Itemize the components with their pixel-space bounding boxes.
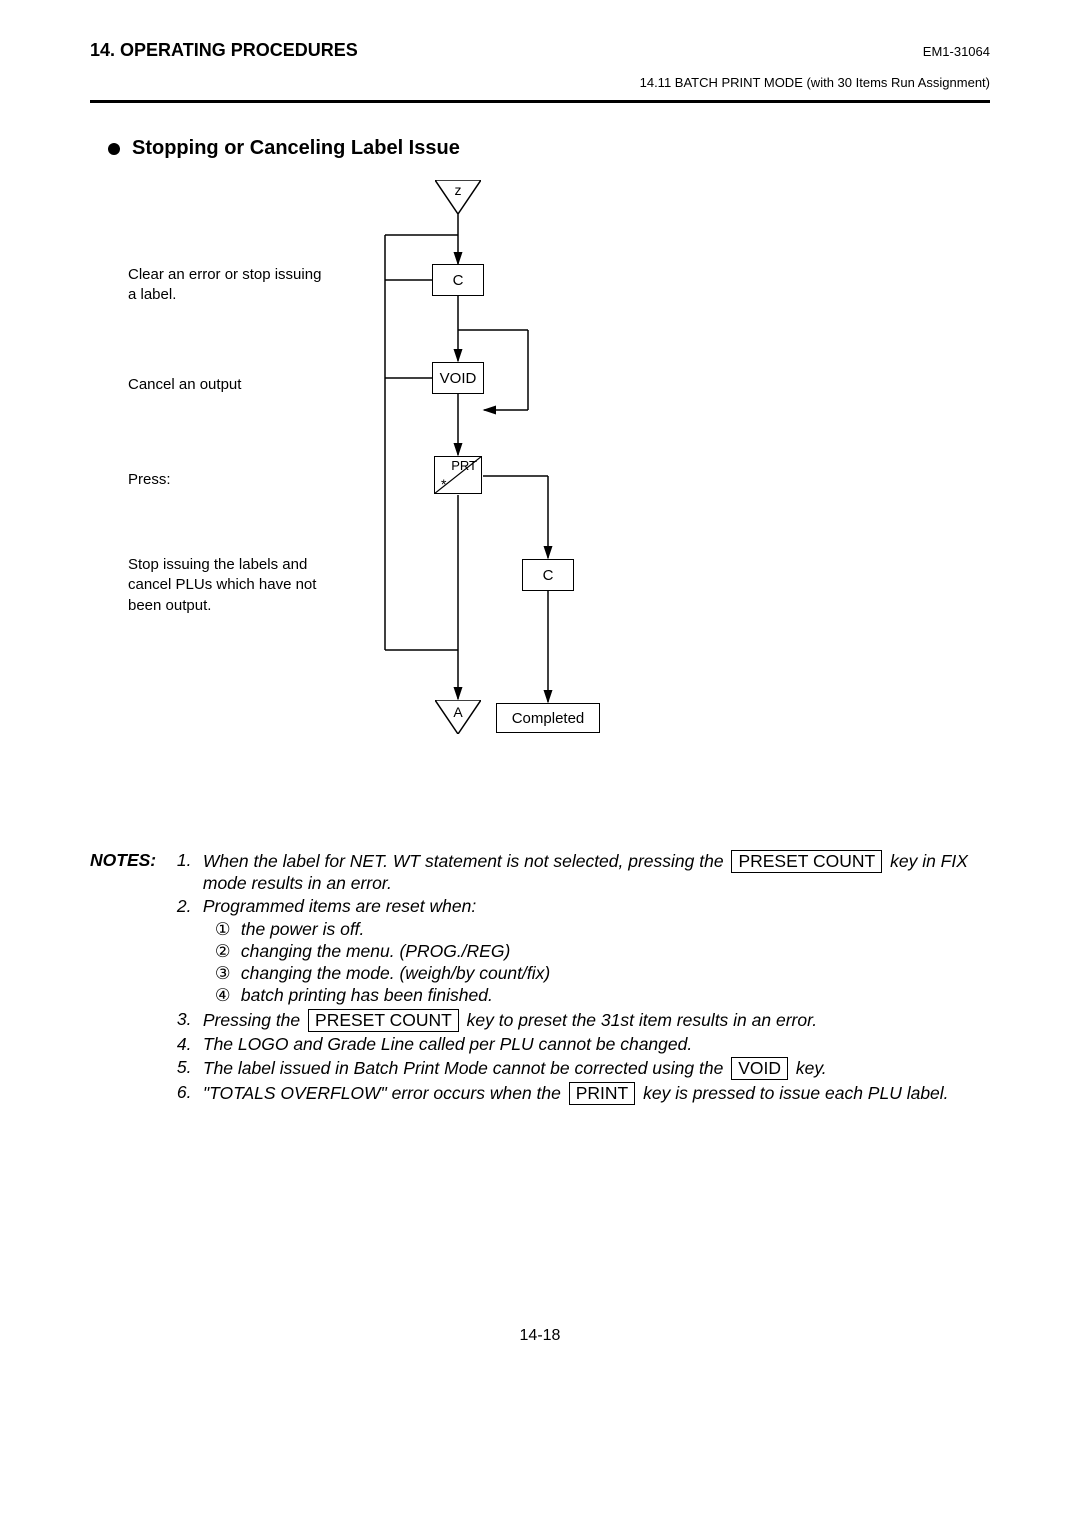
- flow-connector-a: A: [435, 700, 481, 734]
- page-header: 14. OPERATING PROCEDURES EM1-31064: [90, 40, 990, 61]
- bullet-icon: [108, 143, 120, 155]
- header-subtitle: 14.11 BATCH PRINT MODE (with 30 Items Ru…: [90, 75, 990, 90]
- note-subitem: ④batch printing has been finished.: [215, 985, 977, 1006]
- note-item: 6. "TOTALS OVERFLOW" error occurs when t…: [177, 1082, 977, 1105]
- note-sublist: ①the power is off. ②changing the menu. (…: [203, 919, 977, 1006]
- note-body: When the label for NET. WT statement is …: [203, 850, 977, 894]
- flow-node-void: VOID: [432, 362, 484, 394]
- notes-label: NOTES:: [90, 850, 172, 871]
- key-print: PRINT: [569, 1082, 636, 1105]
- note-body: The LOGO and Grade Line called per PLU c…: [203, 1034, 977, 1055]
- note-subitem: ②changing the menu. (PROG./REG): [215, 941, 977, 962]
- flow-connector-z: z: [435, 180, 481, 214]
- section-title: Stopping or Canceling Label Issue: [132, 137, 460, 160]
- a-label: A: [453, 704, 463, 720]
- note-subitem: ①the power is off.: [215, 919, 977, 940]
- note-body: Programmed items are reset when: ①the po…: [203, 896, 977, 1007]
- note-body: "TOTALS OVERFLOW" error occurs when the …: [203, 1082, 977, 1105]
- header-title: 14. OPERATING PROCEDURES: [90, 40, 358, 61]
- note-num: 2.: [177, 896, 203, 1007]
- key-preset-count: PRESET COUNT: [308, 1009, 459, 1032]
- flow-node-c2: C: [522, 559, 574, 591]
- page-number: 14-18: [0, 1327, 1080, 1345]
- note-body: Pressing the PRESET COUNT key to preset …: [203, 1009, 977, 1032]
- note-num: 1.: [177, 850, 203, 894]
- notes-section: NOTES: 1. When the label for NET. WT sta…: [90, 850, 990, 1107]
- notes-list: 1. When the label for NET. WT statement …: [177, 850, 977, 1107]
- note-num: 6.: [177, 1082, 203, 1105]
- note-num: 4.: [177, 1034, 203, 1055]
- key-void: VOID: [731, 1057, 788, 1080]
- section-heading: Stopping or Canceling Label Issue: [108, 137, 990, 160]
- note-num: 3.: [177, 1009, 203, 1032]
- note-item: 3. Pressing the PRESET COUNT key to pres…: [177, 1009, 977, 1032]
- note-item: 5. The label issued in Batch Print Mode …: [177, 1057, 977, 1080]
- note-num: 5.: [177, 1057, 203, 1080]
- flow-node-prt: PRT *: [434, 456, 482, 494]
- flow-node-completed: Completed: [496, 703, 600, 733]
- flow-node-c1: C: [432, 264, 484, 296]
- note-subitem: ③changing the mode. (weigh/by count/fix): [215, 963, 977, 984]
- header-code: EM1-31064: [923, 44, 990, 59]
- prt-top: PRT: [451, 458, 477, 473]
- header-rule: [90, 100, 990, 103]
- note-body: The label issued in Batch Print Mode can…: [203, 1057, 977, 1080]
- note-item: 4. The LOGO and Grade Line called per PL…: [177, 1034, 977, 1055]
- key-preset-count: PRESET COUNT: [731, 850, 882, 873]
- z-label: z: [455, 182, 462, 198]
- prt-bot: *: [441, 476, 446, 492]
- note-item: 2. Programmed items are reset when: ①the…: [177, 896, 977, 1007]
- flowchart: Clear an error or stop issuing a label. …: [128, 180, 748, 770]
- note-item: 1. When the label for NET. WT statement …: [177, 850, 977, 894]
